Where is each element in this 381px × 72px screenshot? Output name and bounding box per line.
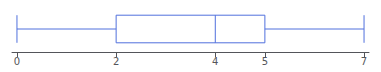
svg-text:0: 0 (14, 56, 20, 67)
svg-text:4: 4 (212, 56, 218, 67)
svg-text:5: 5 (262, 56, 268, 67)
svg-text:2: 2 (113, 56, 119, 67)
svg-text:7: 7 (361, 56, 367, 67)
